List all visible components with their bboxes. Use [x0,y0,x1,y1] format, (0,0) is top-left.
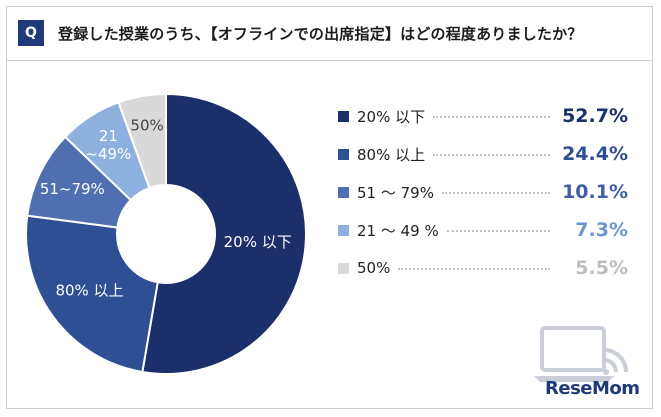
header-divider [6,60,653,61]
legend-item: 50% 5.5% [338,256,628,280]
slice-label: 50% [130,117,163,135]
legend-item: 20% 以下 52.7% [338,104,628,128]
slice-label: 80% 以上 [55,281,123,299]
legend-label: 80% 以上 [357,145,426,164]
donut-slice [25,214,159,374]
legend-item: 51 〜 79% 10.1% [338,180,628,204]
donut-slice [141,92,307,375]
legend-label: 51 〜 79% [357,183,434,202]
legend-leader-dots [433,154,550,156]
legend-swatch [338,148,349,160]
brand-logo: ReseMom [545,378,640,399]
legend-leader-dots [446,230,550,232]
question-title: 登録した授業のうち、【オフラインでの出席指定】はどの程度ありましたか？ [58,24,583,43]
legend-leader-dots [398,268,550,270]
legend-value: 7.3% [575,219,628,241]
legend-swatch [338,110,349,122]
slice-label: 21 ~49% [85,127,131,163]
legend-swatch [338,262,349,274]
question-header: Q 登録した授業のうち、【オフラインでの出席指定】はどの程度ありましたか？ [6,6,653,60]
legend-leader-dots [433,116,550,118]
slice-label: 51~79% [40,180,105,198]
question-badge: Q [18,20,44,46]
legend-value: 52.7% [562,105,628,127]
donut-slice [117,92,167,190]
legend-value: 10.1% [562,181,628,203]
legend-item: 21 〜 49 % 7.3% [338,218,628,242]
legend-leader-dots [441,192,550,194]
legend-swatch [338,224,349,236]
laptop-wifi-icon [534,326,628,382]
slice-label: 20% 以下 [224,233,292,251]
legend-label: 50% [357,259,391,277]
legend-value: 5.5% [575,257,628,279]
legend-label: 20% 以下 [357,107,426,126]
legend-label: 21 〜 49 % [357,221,439,240]
legend-swatch [338,186,349,198]
legend-item: 80% 以上 24.4% [338,142,628,166]
legend-value: 24.4% [562,143,628,165]
